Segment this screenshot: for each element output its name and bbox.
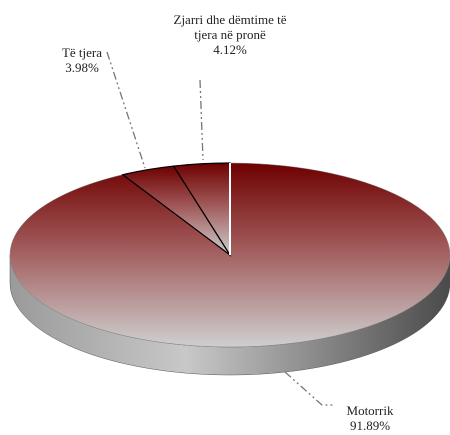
category-label: Zjarri dhe dëmtime të tjera në pronë bbox=[173, 12, 287, 42]
label-group: Zjarri dhe dëmtime të tjera në pronë 4.1… bbox=[165, 12, 295, 57]
leader-line bbox=[106, 51, 146, 169]
category-label: Motorrik bbox=[346, 403, 394, 418]
value-label: 4.12% bbox=[213, 42, 247, 57]
leader-line bbox=[199, 79, 204, 161]
category-label: Të tjera bbox=[61, 45, 103, 60]
value-label: 91.89% bbox=[349, 418, 391, 433]
leader-line bbox=[284, 371, 333, 406]
label-group: Të tjera 3.98% bbox=[52, 45, 112, 75]
value-label: 3.98% bbox=[65, 60, 99, 75]
label-group: Motorrik 91.89% bbox=[335, 403, 405, 433]
